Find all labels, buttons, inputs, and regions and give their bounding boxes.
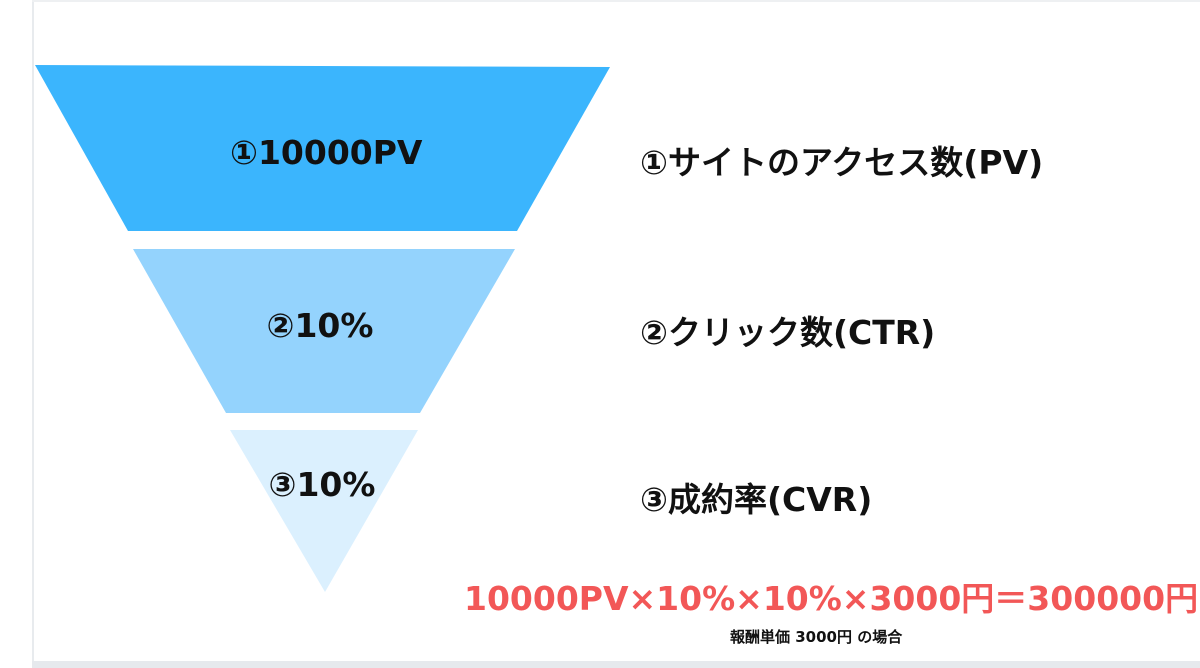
funnel-segment-2: [133, 249, 515, 413]
stage-label-ctr: ②クリック数(CTR): [640, 313, 936, 352]
funnel-segment-3: [230, 430, 418, 592]
stage-label-cvr: ③成約率(CVR): [640, 480, 873, 519]
funnel-segment-1-label: ①10000PV: [230, 133, 423, 172]
bottom-border: [32, 661, 1200, 668]
reward-formula: 10000PV×10%×10%×3000円＝300000円: [464, 579, 1199, 618]
funnel-segment-2-label: ②10%: [266, 306, 374, 345]
funnel-segment-3-label: ③10%: [268, 465, 376, 504]
left-border: [32, 0, 34, 668]
reward-note: 報酬単価 3000円 の場合: [730, 628, 903, 646]
funnel-segment-1: [35, 65, 610, 231]
top-border: [32, 0, 1200, 2]
stage-label-pv: ①サイトのアクセス数(PV): [640, 143, 1044, 182]
